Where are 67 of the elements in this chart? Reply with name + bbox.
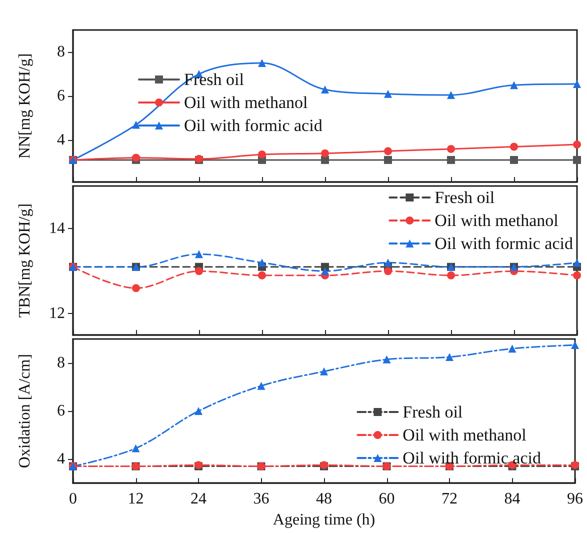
point: [573, 271, 581, 280]
x-axis-title: Ageing time (h): [272, 512, 376, 528]
point: [258, 150, 266, 158]
legend-label: Oil with formic acid: [184, 116, 323, 135]
point: [382, 355, 391, 364]
point: [573, 80, 581, 88]
point: [384, 147, 392, 156]
point: [384, 90, 392, 98]
point: [132, 444, 140, 452]
x-tick-label: 72: [442, 490, 458, 508]
y-tick-label: 8: [57, 354, 65, 372]
y-axis-title: TBN[mg KOH/g]: [16, 203, 34, 318]
legend-label: Oil with formic acid: [434, 234, 574, 253]
point: [508, 344, 516, 353]
point: [132, 284, 140, 292]
point: [195, 267, 203, 276]
point: [321, 149, 329, 158]
x-tick-label: 0: [69, 490, 77, 508]
point: [447, 144, 455, 153]
point: [447, 156, 455, 164]
point: [510, 81, 518, 90]
x-tick-label: 36: [253, 490, 270, 508]
y-axis-title: NN[mg KOH/g]: [16, 53, 34, 159]
point: [321, 156, 329, 164]
y-tick-label: 4: [57, 132, 65, 149]
y-tick-label: 6: [57, 402, 65, 420]
y-axis-title: Oxidation [A/cm]: [16, 354, 34, 468]
point: [258, 258, 266, 267]
point: [384, 156, 392, 164]
point: [510, 142, 518, 151]
point: [194, 407, 202, 416]
y-tick-label: 12: [49, 305, 65, 322]
point: [132, 120, 140, 129]
legend-label: Fresh oil: [402, 402, 463, 422]
point: [257, 382, 266, 390]
x-tick-label: 96: [567, 490, 583, 508]
point: [258, 59, 266, 68]
legend-label: Fresh oil: [434, 188, 495, 207]
point: [510, 156, 518, 164]
point: [258, 271, 266, 280]
point: [573, 258, 581, 267]
point: [321, 267, 329, 276]
point: [446, 353, 454, 362]
point: [571, 341, 579, 350]
point: [573, 156, 581, 164]
y-tick-label: 4: [57, 450, 65, 468]
point: [321, 85, 329, 94]
x-tick-label: 12: [128, 490, 144, 508]
point: [573, 140, 581, 149]
y-tick-label: 8: [57, 44, 65, 61]
point: [195, 250, 203, 258]
legend-label: Oil with methanol: [434, 211, 559, 230]
x-tick-label: 48: [316, 490, 332, 508]
point: [447, 90, 455, 99]
point: [320, 367, 328, 376]
x-tick-label: 60: [378, 490, 395, 508]
legend-label: Oil with formic acid: [402, 448, 542, 468]
point: [384, 258, 392, 267]
y-tick-label: 6: [57, 88, 65, 105]
y-tick-label: 14: [49, 220, 65, 238]
legend-label: Oil with methanol: [402, 426, 527, 444]
legend-label: Oil with methanol: [184, 93, 308, 112]
point: [447, 271, 455, 280]
x-tick-label: 84: [504, 490, 520, 508]
x-tick-label: 24: [190, 490, 206, 508]
legend-label: Fresh oil: [184, 70, 244, 89]
point: [384, 267, 392, 276]
